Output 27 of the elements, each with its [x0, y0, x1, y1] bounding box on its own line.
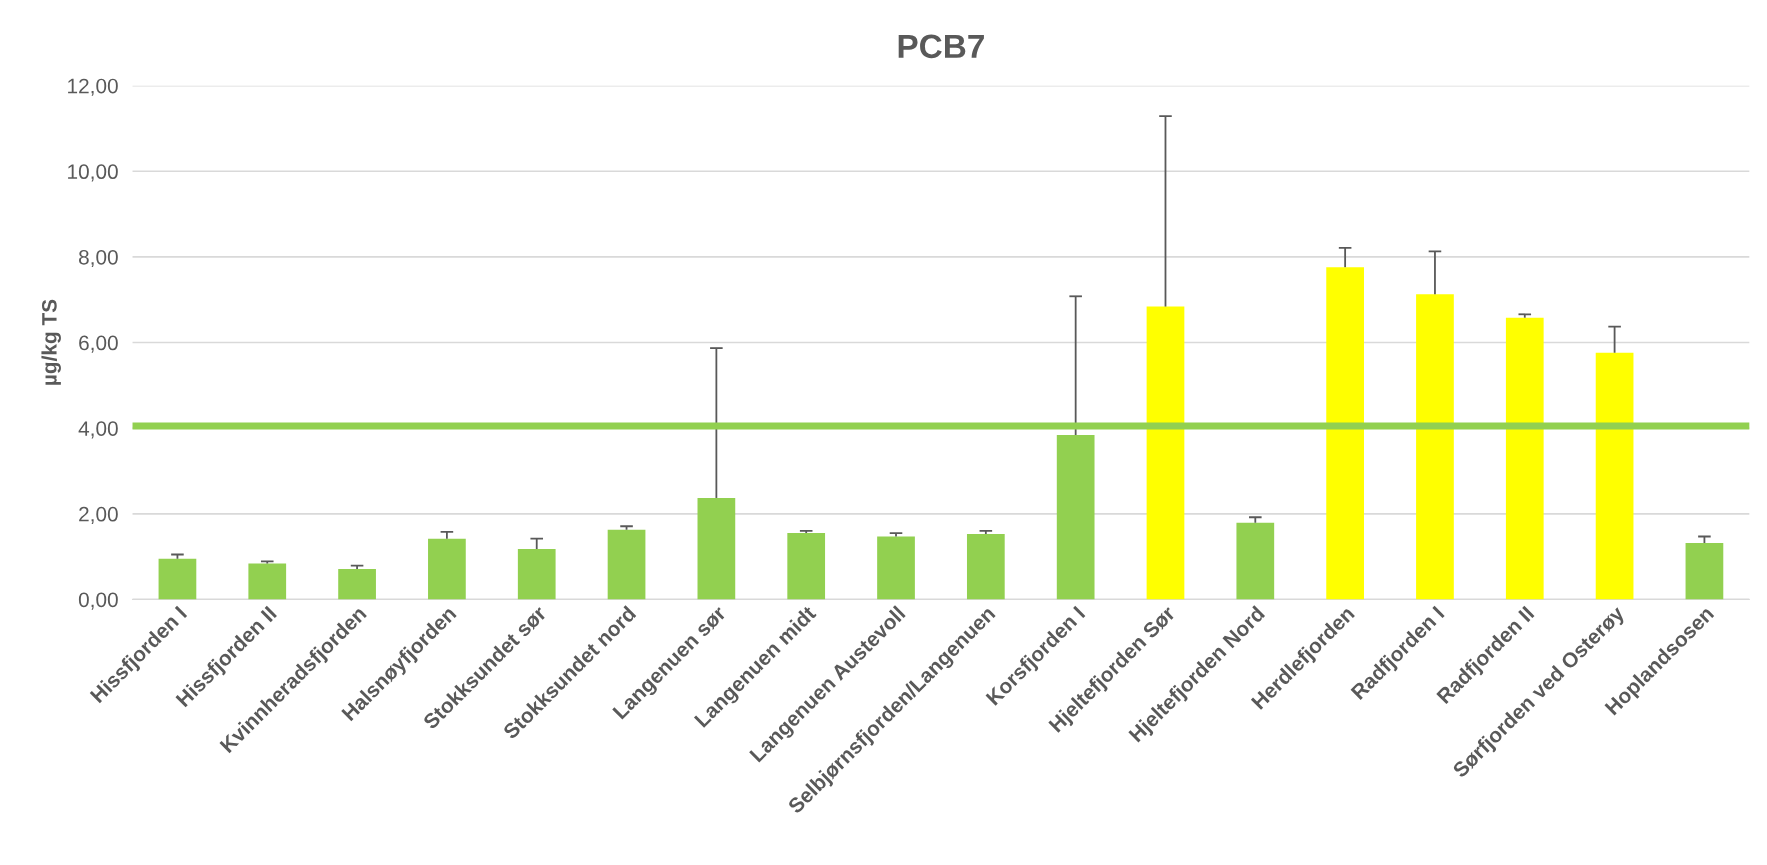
y-tick-label: 6,00	[79, 335, 118, 353]
bar	[1326, 267, 1364, 600]
bar	[158, 558, 197, 600]
bar	[1505, 317, 1544, 600]
y-tick-label: 10,00	[68, 164, 118, 182]
bar	[1685, 542, 1724, 600]
bar	[1056, 435, 1095, 600]
bar	[248, 563, 287, 600]
y-tick-label: 4,00	[78, 421, 118, 439]
y-axis-title: µg/kg TS	[41, 299, 61, 385]
bar	[428, 538, 466, 600]
bar	[787, 533, 826, 600]
bar	[1146, 306, 1185, 600]
y-tick-label: 2,00	[79, 506, 118, 525]
y-tick-label: 12,00	[68, 78, 118, 96]
bar	[517, 548, 556, 600]
chart-title: PCB7	[898, 34, 984, 59]
bar	[1595, 352, 1634, 600]
bar	[966, 533, 1005, 600]
bar	[338, 569, 376, 600]
bar	[877, 536, 915, 600]
y-tick-label: 8,00	[79, 249, 118, 268]
bar	[1236, 522, 1275, 600]
y-tick-label: 0,00	[78, 592, 118, 610]
bar	[697, 497, 736, 600]
bar	[1416, 294, 1454, 600]
bar	[607, 529, 646, 600]
